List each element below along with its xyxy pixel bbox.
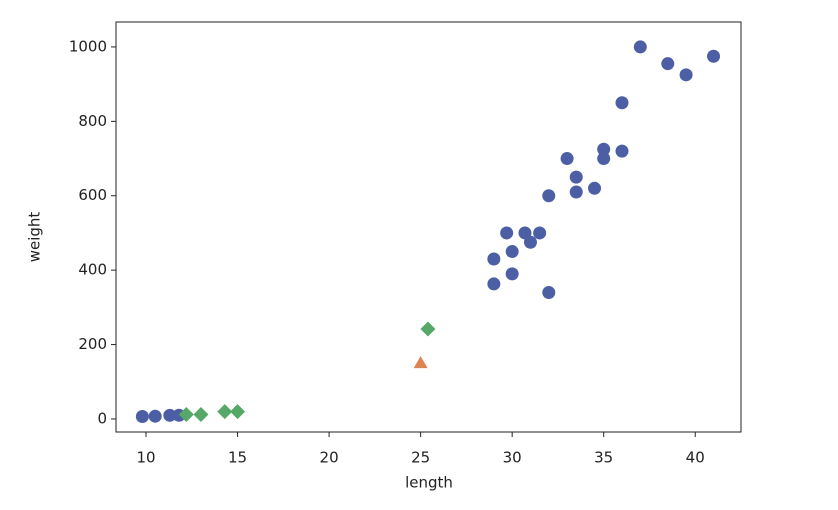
- x-tick-label: 40: [686, 449, 705, 467]
- scatter-point: [615, 96, 629, 110]
- scatter-point: [487, 252, 501, 266]
- scatter-point: [542, 189, 556, 203]
- y-tick-label: 800: [78, 112, 107, 130]
- scatter-point: [707, 49, 721, 63]
- y-axis-label: weight: [26, 212, 44, 263]
- scatter-point: [420, 321, 436, 337]
- x-tick-label: 30: [503, 449, 522, 467]
- scatter-point: [588, 181, 602, 195]
- scatter-point: [163, 408, 177, 422]
- scatter-point: [633, 40, 647, 54]
- x-axis-label: length: [405, 474, 453, 492]
- scatter-point: [230, 404, 246, 420]
- scatter-point: [560, 152, 574, 166]
- x-tick-label: 35: [594, 449, 613, 467]
- scatter-point: [148, 409, 162, 423]
- scatter-point: [487, 277, 501, 291]
- scatter-point: [533, 226, 547, 240]
- y-tick-label: 400: [78, 261, 107, 279]
- scatter-point: [615, 144, 629, 158]
- scatter-point: [193, 406, 209, 422]
- scatter-point: [178, 406, 194, 422]
- y-tick-label: 600: [78, 186, 107, 204]
- scatter-point: [597, 152, 611, 166]
- scatter-point: [679, 68, 693, 82]
- plot-frame: [115, 21, 742, 433]
- x-tick-label: 15: [228, 449, 247, 467]
- scatter-point: [500, 226, 514, 240]
- x-tick-label: 25: [411, 449, 430, 467]
- y-tick-label: 0: [97, 409, 107, 427]
- scatter-point: [542, 285, 556, 299]
- scatter-point: [217, 404, 233, 420]
- scatter-point: [523, 235, 537, 249]
- scatter-point: [413, 356, 428, 369]
- x-tick-label: 10: [136, 449, 155, 467]
- scatter-point: [569, 170, 583, 184]
- y-tick-label: 1000: [69, 37, 107, 55]
- x-tick-label: 20: [320, 449, 339, 467]
- scatter-point: [569, 185, 583, 199]
- scatter-point: [135, 409, 149, 423]
- scatter-point: [505, 245, 519, 259]
- y-tick-label: 200: [78, 335, 107, 353]
- scatter-point: [505, 267, 519, 281]
- scatter-point: [597, 142, 611, 156]
- scatter-point: [661, 57, 675, 71]
